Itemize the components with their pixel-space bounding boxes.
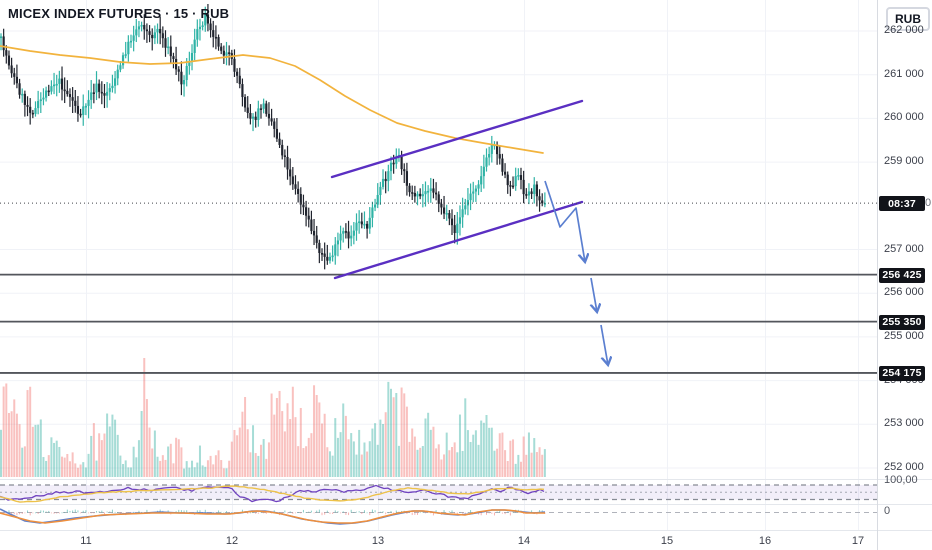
level-price-badge: 254 175 <box>879 365 925 381</box>
currency-badge[interactable]: RUB <box>886 7 930 31</box>
time-tick-label: 13 <box>371 535 385 547</box>
time-axis[interactable]: 11 12 13 14 15 16 17 <box>0 531 932 550</box>
price-tick-label: 253 000 <box>884 417 924 430</box>
price-tick-label: 256 000 <box>884 286 924 299</box>
price-tick-label: 261 000 <box>884 67 924 80</box>
hidden-price-label-fragment: 0 <box>925 197 932 210</box>
price-axis[interactable]: 262 000 261 000 260 000 259 000 257 000 256 0… <box>878 0 932 550</box>
time-tick-label: 16 <box>758 535 772 547</box>
level-price-badge: 255 350 <box>879 314 925 330</box>
indicator-scale-label: 100,00 <box>884 474 918 486</box>
time-tick-label: 17 <box>851 535 865 547</box>
symbol-title[interactable]: MICEX INDEX FUTURES · 15 · RUB <box>8 6 230 21</box>
price-tick-label: 260 000 <box>884 111 924 124</box>
time-tick-label: 14 <box>517 535 531 547</box>
indicator-scale-label: 0 <box>884 505 891 517</box>
price-tick-label: 262 000 <box>884 24 924 36</box>
time-tick-label: 12 <box>225 535 239 547</box>
time-tick-label: 11 <box>80 535 92 547</box>
price-tick-label: 255 000 <box>884 329 924 342</box>
bar-countdown-badge: 08:37 <box>879 196 925 212</box>
price-tick-label: 259 000 <box>884 155 924 168</box>
level-price-badge: 256 425 <box>879 267 925 283</box>
time-tick-label: 15 <box>660 535 674 547</box>
price-tick-label: 257 000 <box>884 242 924 255</box>
price-tick-label: 252 000 <box>884 461 924 473</box>
